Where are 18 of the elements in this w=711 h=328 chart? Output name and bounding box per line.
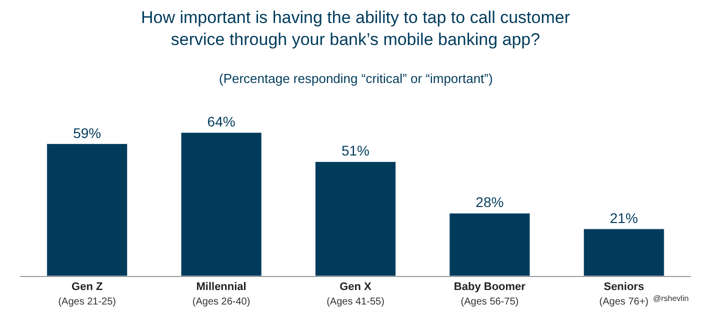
x-tick-label: Millennial (Ages 26-40)	[192, 281, 250, 308]
bar	[583, 228, 664, 276]
x-tick-label: Gen X (Ages 41-55)	[326, 281, 384, 308]
x-tick-label: Seniors (Ages 76+)	[599, 281, 648, 308]
data-label: 28%	[476, 194, 504, 210]
data-label: 64%	[207, 114, 236, 130]
bar	[180, 132, 262, 276]
text: @rshevlin	[653, 294, 689, 303]
data-label: 51%	[341, 142, 370, 159]
bar	[449, 212, 530, 276]
bar	[46, 144, 128, 276]
x-tick-label: Gen Z (Ages 21-25)	[58, 281, 116, 308]
chart-subtitle: (Percentage responding “critical” or “important”)	[219, 71, 493, 86]
bar	[314, 161, 396, 276]
data-label: 59%	[73, 124, 102, 141]
data-label: 21%	[610, 210, 638, 226]
x-tick-label: Baby Boomer (Ages 56-75)	[454, 281, 526, 308]
chart-title: How important is having the ability to tap to call customer service through your bank’s mobile banking app?	[141, 8, 570, 50]
